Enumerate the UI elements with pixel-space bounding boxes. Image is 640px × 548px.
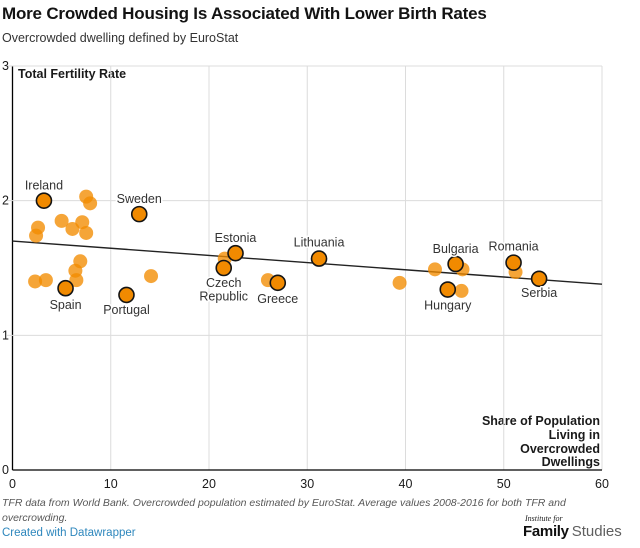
data-point[interactable] [73,254,88,269]
source-note-line-1: TFR data from World Bank. Overcrowded po… [2,497,566,509]
point-label-spain: Spain [50,298,82,312]
point-label-portugal: Portugal [103,303,150,317]
point-label-czech-republic: Czech [206,276,241,290]
point-label-greece: Greece [257,292,298,306]
x-tick-label: 60 [595,477,609,491]
x-axis-title-line-3: Overcrowded [520,442,600,456]
point-label-estonia: Estonia [215,231,257,245]
x-axis-title-line-1: Share of Population [482,414,600,428]
point-label-romania: Romania [489,240,539,254]
page-title: More Crowded Housing Is Associated With … [2,4,487,23]
data-point[interactable] [28,274,43,289]
y-axis-title: Total Fertility Rate [18,67,126,81]
x-tick-label: 10 [104,477,118,491]
x-tick-label: 0 [9,477,16,491]
data-point[interactable] [65,221,80,236]
data-point[interactable] [427,262,442,277]
x-axis-title-line-4: Dwellings [542,455,600,469]
data-point-estonia[interactable] [227,244,244,262]
data-point[interactable] [144,269,159,284]
x-tick-label: 20 [202,477,216,491]
y-tick-label: 1 [2,328,9,342]
data-point[interactable] [79,225,94,240]
data-point[interactable] [454,283,469,298]
source-note-line-2: overcrowding. [2,512,68,524]
point-label-sweden: Sweden [117,192,162,206]
data-point-czech-republic[interactable] [215,259,233,277]
data-point-spain[interactable] [57,279,74,297]
point-label-lithuania: Lithuania [294,236,345,250]
ifs-logo: Institute for Family Studies [523,514,622,540]
data-point[interactable] [83,196,98,211]
x-tick-label: 40 [399,477,413,491]
y-tick-label: 0 [2,463,9,477]
data-point[interactable] [392,275,407,290]
point-label-ireland: Ireland [25,179,63,193]
trend-line [12,240,603,285]
logo-family-word: Family [523,523,569,540]
data-point-bulgaria[interactable] [447,255,464,273]
data-point-greece[interactable] [269,274,287,292]
data-point-romania[interactable] [505,254,522,271]
logo-studies-word: Studies [571,523,622,540]
point-label-bulgaria: Bulgaria [433,242,479,256]
data-point[interactable] [69,273,84,288]
source-note: TFR data from World Bank. Overcrowded po… [2,496,566,526]
chart-subtitle: Overcrowded dwelling defined by EuroStat [2,31,239,45]
data-point-serbia[interactable] [530,270,548,288]
data-point[interactable] [54,213,69,228]
logo-family-studies-text: Family Studies [523,523,622,540]
y-tick-label: 3 [2,59,9,73]
data-point-ireland[interactable] [35,192,53,209]
data-point-hungary[interactable] [439,281,457,298]
x-tick-label: 50 [497,477,511,491]
point-label-hungary: Hungary [424,299,472,313]
data-point[interactable] [75,215,90,230]
x-tick-label: 30 [300,477,314,491]
point-label-serbia: Serbia [521,286,557,300]
data-point[interactable] [31,220,46,235]
data-point-lithuania[interactable] [310,250,328,267]
x-axis-title-line-2: Living in [549,428,600,442]
datawrapper-credit-link[interactable]: Created with Datawrapper [2,527,136,539]
data-point-sweden[interactable] [130,205,148,223]
data-point[interactable] [38,273,53,288]
logo-institute-for-text: Institute for [525,514,563,523]
y-tick-label: 2 [2,194,9,208]
data-point-portugal[interactable] [118,286,135,304]
point-label-czech-republic: Republic [199,289,248,303]
